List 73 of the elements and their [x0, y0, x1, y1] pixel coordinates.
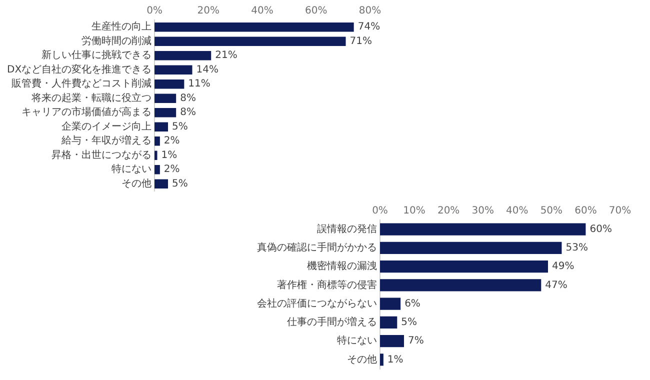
- data-label: 5%: [172, 178, 188, 190]
- data-label: 11%: [188, 78, 210, 90]
- bar: [154, 136, 160, 146]
- x-tick-label: 20%: [197, 6, 220, 17]
- y-tick-label: 特にない: [337, 334, 377, 347]
- y-tick-label: 企業のイメージ向上: [62, 120, 152, 132]
- bar: [154, 36, 346, 46]
- y-tick-label: 著作権・商標等の侵害: [277, 278, 377, 291]
- y-tick-label: 誤情報の発信: [317, 222, 377, 235]
- x-tick-label: 60%: [305, 6, 328, 17]
- bar: [154, 150, 158, 160]
- data-label: 7%: [408, 336, 424, 347]
- bar: [380, 260, 548, 273]
- x-tick-label: 50%: [540, 206, 563, 217]
- y-tick-label: 真偽の確認に手間がかかる: [257, 242, 377, 254]
- y-tick-label: DXなど自社の変化を推進できる: [6, 63, 152, 76]
- data-label: 21%: [215, 50, 238, 62]
- y-tick-label: その他: [347, 353, 377, 366]
- bar: [154, 108, 176, 118]
- data-label: 53%: [566, 242, 588, 254]
- bar: [154, 51, 212, 60]
- bar: [380, 279, 542, 292]
- x-tick-label: 10%: [403, 206, 426, 217]
- data-label: 71%: [350, 36, 372, 47]
- bar: [154, 80, 184, 89]
- x-tick-label: 30%: [472, 206, 494, 217]
- x-tick-label: 40%: [251, 6, 274, 17]
- y-tick-label: 会社の評価につながらない: [257, 297, 377, 310]
- data-label: 8%: [180, 107, 196, 118]
- x-tick-label: 40%: [506, 206, 528, 217]
- data-label: 1%: [161, 150, 178, 161]
- y-tick-label: 新しい仕事に挑戦できる: [42, 49, 152, 62]
- y-tick-label: キャリアの市場価値が高まる: [22, 106, 152, 118]
- y-tick-label: 機密情報の漏洩: [307, 260, 377, 272]
- data-label: 2%: [164, 136, 180, 147]
- y-tick-label: 販管費・人件費などコスト削減: [12, 78, 152, 90]
- bar: [154, 65, 192, 74]
- data-label: 47%: [545, 280, 568, 291]
- y-tick-label: 給与・年収が増える: [60, 134, 152, 147]
- x-tick-label: 20%: [437, 206, 460, 217]
- x-tick-label: 60%: [574, 206, 597, 217]
- data-label: 2%: [164, 164, 180, 176]
- bar: [380, 223, 586, 236]
- y-tick-label: 特にない: [112, 163, 152, 176]
- bar: [380, 354, 384, 366]
- data-label: 1%: [387, 354, 404, 366]
- data-label: 60%: [590, 224, 612, 235]
- data-label: 6%: [404, 298, 420, 310]
- data-label: 5%: [172, 121, 188, 132]
- data-label: 49%: [552, 261, 574, 272]
- y-tick-label: 将来の起業・転職に役立つ: [30, 92, 152, 104]
- y-tick-label: その他: [122, 177, 152, 190]
- bar: [154, 94, 176, 103]
- y-tick-label: 仕事の手間が増える: [287, 316, 377, 328]
- bar: [154, 165, 160, 174]
- bar: [154, 122, 168, 132]
- bar: [380, 298, 401, 310]
- bar: [154, 22, 354, 32]
- y-tick-label: 労働時間の削減: [82, 34, 152, 47]
- x-tick-label: 70%: [608, 206, 632, 217]
- x-tick-label: 80%: [358, 6, 382, 17]
- x-tick-label: 0%: [372, 206, 388, 217]
- data-label: 74%: [358, 22, 380, 33]
- data-label: 14%: [196, 64, 218, 76]
- bar: [380, 335, 404, 348]
- bar: [154, 179, 168, 188]
- bar: [380, 316, 398, 328]
- data-label: 8%: [180, 92, 196, 104]
- y-tick-label: 昇格・出世につながる: [52, 148, 152, 161]
- x-tick-label: 0%: [146, 6, 162, 17]
- bar: [380, 242, 562, 254]
- data-label: 5%: [401, 317, 418, 328]
- y-tick-label: 生産性の向上: [92, 20, 152, 33]
